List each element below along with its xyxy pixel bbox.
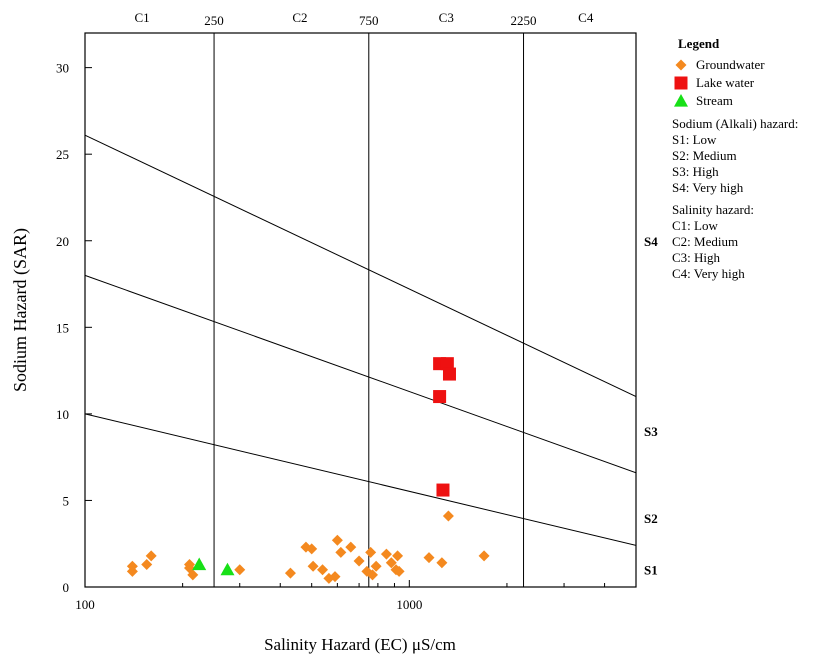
groundwater-point [345,541,357,553]
salinity-boundary-label: 2250 [511,13,537,28]
y-tick-label: 25 [56,147,69,162]
y-tick-label: 0 [63,580,70,595]
groundwater-point [367,569,379,581]
x-tick-label: 1000 [396,597,422,612]
y-tick-label: 15 [56,320,69,335]
stream-point [220,562,235,576]
groundwater-point [478,550,490,562]
salinity-hazard-item: C4: Very high [672,266,745,281]
groundwater-point [307,560,319,572]
salinity-boundary-label: 750 [359,13,379,28]
groundwater-point [380,548,392,560]
sodium-hazard-legend: Sodium (Alkali) hazard: S1: Low S2: Medi… [672,116,798,196]
sodium-hazard-item: S4: Very high [672,180,744,195]
groundwater-point [306,543,318,555]
x-tick-label: 100 [75,597,95,612]
groundwater-point [335,546,347,558]
groundwater-point [331,534,343,546]
x-axis-label: Salinity Hazard (EC) μS/cm [264,635,456,654]
groundwater-point [317,564,329,576]
legend-label: Stream [696,93,733,108]
legend: Legend Groundwater Lake water Stream Sodiu… [672,36,798,282]
groundwater-point [365,546,377,558]
sodium-hazard-title: Sodium (Alkali) hazard: [672,116,799,131]
salinity-hazard-item: C1: Low [672,218,718,233]
sodium-boundary-line [84,274,637,474]
groundwater-point [145,550,157,562]
legend-marker [674,94,688,107]
legend-marker [674,76,688,90]
boundary-lines: 250 750 2250 C1 C2 C3 C4 S1 S2 S3 S4 [84,10,658,587]
groundwater-point [234,564,246,576]
groundwater-point [284,567,296,579]
sodium-class-label: S3 [644,424,658,439]
sodium-hazard-item: S1: Low [672,132,717,147]
lake-water-point [440,357,454,371]
groundwater-point [353,555,365,567]
salinity-class-label: C3 [439,10,454,25]
groundwater-point [393,565,405,577]
legend-marker-shape [675,59,687,71]
salinity-boundary-label: 250 [204,13,224,28]
legend-series-list: Groundwater Lake water Stream [672,56,798,110]
legend-item: Stream [672,92,798,110]
legend-item: Lake water [672,74,798,92]
sodium-class-label: S4 [644,234,658,249]
stream-point [192,557,207,571]
data-points [126,357,490,584]
legend-item: Groundwater [672,56,798,74]
salinity-hazard-legend: Salinity hazard: C1: Low C2: Medium C3: … [672,202,798,282]
groundwater-point [423,552,435,564]
lake-water-point [442,367,456,381]
salinity-hazard-item: C3: High [672,250,721,265]
lake-water-point [433,390,447,404]
sodium-hazard-item: S2: Medium [672,148,737,163]
salinity-class-label: C4 [578,10,594,25]
y-tick-label: 20 [56,234,69,249]
sodium-class-label: S2 [644,511,658,526]
salinity-hazard-item: C2: Medium [672,234,739,249]
groundwater-point [141,558,153,570]
legend-marker-shape [674,94,688,107]
groundwater-point [370,560,382,572]
sodium-hazard-item: S3: High [672,164,719,179]
salinity-hazard-title: Salinity hazard: [672,202,754,217]
groundwater-point [385,557,397,569]
groundwater-point [329,571,341,583]
y-axis-label: Sodium Hazard (SAR) [10,228,31,392]
sodium-class-label: S1 [644,563,658,578]
sodium-boundary-line [84,134,637,398]
groundwater-point [442,510,454,522]
sodium-boundary-line [84,413,637,546]
y-tick-label: 10 [56,407,69,422]
legend-label: Lake water [696,75,755,90]
legend-label: Groundwater [696,57,765,72]
salinity-class-label: C1 [135,10,150,25]
plot-area [84,32,637,588]
legend-marker-shape [674,76,688,90]
axis-ticks: 0 5 10 15 20 25 30 100 1000 [56,61,606,612]
groundwater-point [187,569,199,581]
y-tick-label: 5 [63,493,70,508]
legend-title: Legend [678,36,720,51]
salinity-class-label: C2 [292,10,307,25]
groundwater-point [126,560,138,572]
legend-marker [675,59,687,71]
y-tick-label: 30 [56,61,69,76]
lake-water-point [436,483,450,497]
groundwater-point [392,550,404,562]
groundwater-point [436,557,448,569]
